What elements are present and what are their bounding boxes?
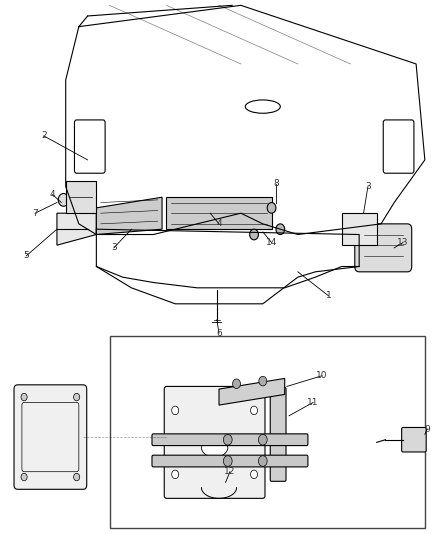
FancyBboxPatch shape [355,224,412,272]
FancyBboxPatch shape [14,385,87,489]
Circle shape [233,379,240,389]
Text: 1: 1 [325,292,332,300]
Polygon shape [96,197,162,235]
Ellipse shape [201,438,228,457]
Polygon shape [219,378,285,405]
Text: 13: 13 [397,238,409,247]
Polygon shape [66,181,96,213]
Circle shape [74,393,80,401]
Circle shape [267,203,276,213]
FancyBboxPatch shape [152,434,308,446]
Circle shape [21,473,27,481]
Text: 5: 5 [23,252,29,260]
Text: 6: 6 [216,329,222,337]
Circle shape [172,406,179,415]
Text: 14: 14 [266,238,277,247]
Text: 12: 12 [224,467,236,476]
Text: 9: 9 [424,425,430,433]
Circle shape [58,193,69,206]
Text: 2: 2 [41,132,46,140]
Circle shape [250,229,258,240]
Circle shape [251,406,258,415]
FancyBboxPatch shape [152,455,308,467]
Circle shape [172,470,179,479]
Circle shape [258,434,267,445]
Circle shape [258,456,267,466]
Text: 3: 3 [111,244,117,252]
Text: 10: 10 [316,372,328,380]
Text: 4: 4 [50,190,55,199]
Circle shape [74,473,80,481]
Circle shape [276,224,285,235]
Text: 8: 8 [273,180,279,188]
Text: 3: 3 [365,182,371,191]
FancyBboxPatch shape [270,387,286,481]
Text: 4: 4 [216,220,222,228]
Polygon shape [342,213,377,245]
Circle shape [21,393,27,401]
Text: 7: 7 [32,209,38,217]
Circle shape [259,376,267,386]
Polygon shape [166,197,272,229]
Text: 11: 11 [307,398,319,407]
Circle shape [251,470,258,479]
Polygon shape [57,213,96,245]
Circle shape [223,434,232,445]
Bar [110,336,425,528]
FancyBboxPatch shape [164,386,265,498]
FancyBboxPatch shape [402,427,426,452]
Circle shape [223,456,232,466]
